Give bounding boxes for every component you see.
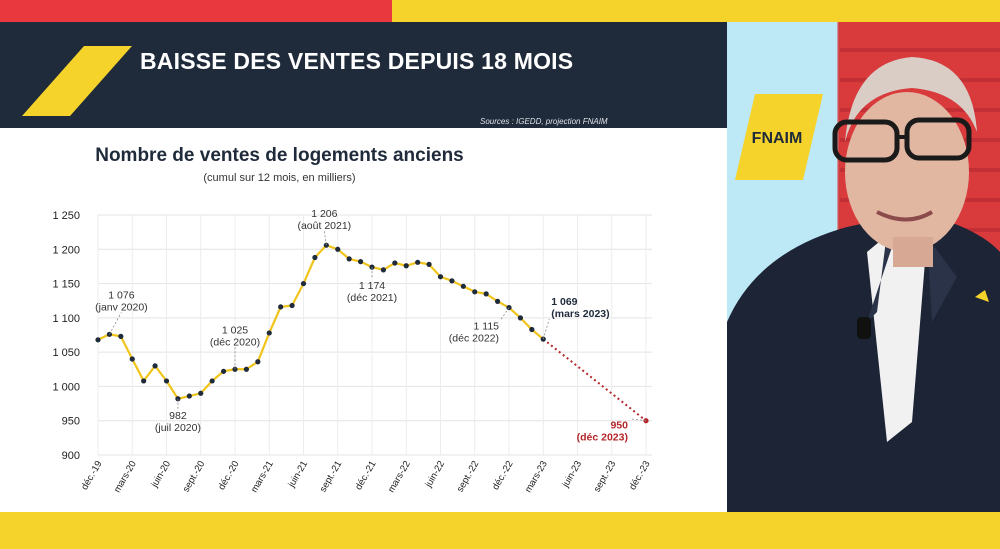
x-tick-label: juin-20 bbox=[149, 459, 173, 490]
data-point bbox=[472, 289, 478, 295]
data-point bbox=[483, 291, 489, 297]
data-point bbox=[494, 298, 501, 304]
data-point bbox=[255, 359, 261, 365]
data-point bbox=[163, 378, 170, 384]
annotation-value: 950 bbox=[610, 420, 628, 432]
x-tick-label: mars-20 bbox=[112, 459, 139, 495]
data-point bbox=[460, 283, 466, 289]
fnaim-badge-logo: FNAIM bbox=[735, 94, 823, 180]
x-tick-label: juin-22 bbox=[423, 459, 447, 490]
data-point bbox=[141, 378, 147, 384]
x-tick-label: mars-21 bbox=[249, 459, 276, 495]
x-tick-label: sept.-20 bbox=[181, 459, 208, 494]
data-point bbox=[449, 278, 455, 284]
x-tick-label: mars-22 bbox=[386, 459, 413, 495]
data-point bbox=[346, 256, 352, 262]
data-point bbox=[380, 267, 387, 273]
annotation-value: 1 206 bbox=[311, 208, 337, 220]
x-tick-label: déc.-20 bbox=[216, 459, 241, 492]
data-point bbox=[529, 326, 535, 333]
x-tick-label: sept.-23 bbox=[592, 459, 619, 494]
data-point bbox=[357, 259, 364, 265]
x-tick-label: déc.-22 bbox=[490, 459, 515, 492]
bottom-yellow-band bbox=[0, 512, 1000, 549]
data-point bbox=[312, 254, 318, 261]
data-point bbox=[437, 274, 444, 280]
annotation-value: 982 bbox=[169, 410, 187, 422]
annotation-value: 1 174 bbox=[359, 280, 385, 292]
top-color-strip bbox=[0, 0, 1000, 22]
x-tick-label: sept.-22 bbox=[455, 459, 482, 494]
y-tick-label: 950 bbox=[62, 416, 80, 428]
data-point bbox=[403, 263, 409, 269]
speaker-figure bbox=[727, 57, 1000, 512]
sales-line-chart: 900 950 1 000 1 050 1 100 1 150 1 200 1 250 déc.… bbox=[52, 208, 652, 495]
sources-note: Sources : IGEDD, projection FNAIM bbox=[480, 117, 608, 126]
y-tick-label: 1 150 bbox=[52, 279, 80, 291]
y-tick-label: 1 100 bbox=[52, 313, 80, 325]
top-red-segment bbox=[0, 0, 392, 22]
annotation-date: (mars 2023) bbox=[551, 308, 609, 320]
y-tick-label: 1 250 bbox=[52, 210, 80, 222]
y-tick-label: 900 bbox=[62, 450, 80, 462]
chart-title: Nombre de ventes de logements anciens bbox=[95, 145, 464, 166]
x-tick-label: juin-23 bbox=[560, 459, 584, 490]
annotation-date: (janv 2020) bbox=[95, 301, 148, 313]
data-point bbox=[506, 304, 512, 311]
fnaim-slash-logo-icon bbox=[22, 46, 132, 116]
x-tick-label: mars-23 bbox=[523, 459, 550, 495]
data-point bbox=[209, 378, 215, 384]
data-point bbox=[426, 261, 432, 267]
annotation-value: 1 115 bbox=[474, 321, 500, 333]
banner bbox=[0, 22, 727, 128]
data-point bbox=[266, 330, 272, 336]
annotation-date: (déc 2022) bbox=[449, 333, 499, 345]
x-tick-label: déc.-19 bbox=[79, 459, 104, 492]
fnaim-badge-text: FNAIM bbox=[752, 130, 803, 147]
annotation-date: (juil 2020) bbox=[155, 422, 201, 434]
annotation-leader bbox=[629, 418, 647, 422]
series-line-projection bbox=[542, 338, 647, 422]
data-point bbox=[129, 356, 135, 362]
series-line-actual bbox=[97, 243, 544, 401]
data-point bbox=[335, 246, 341, 252]
data-point bbox=[289, 302, 295, 309]
annotation-date: (déc 2020) bbox=[210, 336, 260, 348]
y-tick-label: 1 200 bbox=[52, 244, 80, 256]
y-tick-label: 1 050 bbox=[52, 347, 80, 359]
annotation-value: 1 025 bbox=[222, 324, 248, 336]
data-point bbox=[95, 337, 101, 343]
data-point bbox=[243, 366, 250, 372]
annotation-value: 1 076 bbox=[108, 289, 134, 301]
banner-title: BAISSE DES VENTES DEPUIS 18 MOIS bbox=[140, 48, 574, 74]
data-point bbox=[220, 368, 227, 374]
annotation-date: (déc 2023) bbox=[577, 432, 628, 444]
x-tick-label: sept.-21 bbox=[318, 459, 345, 494]
data-point bbox=[278, 304, 284, 310]
chart-panel bbox=[0, 128, 727, 512]
data-point bbox=[415, 259, 421, 265]
data-point bbox=[152, 363, 158, 369]
data-point bbox=[517, 315, 524, 321]
data-point bbox=[186, 393, 192, 399]
x-tick-label: déc.-23 bbox=[627, 459, 652, 492]
data-point bbox=[392, 260, 398, 266]
data-point bbox=[300, 280, 307, 287]
annotation-leader bbox=[500, 307, 510, 320]
x-tick-label: juin-21 bbox=[286, 459, 310, 490]
x-tick-label: déc.-21 bbox=[353, 459, 378, 492]
annotation-date: (août 2021) bbox=[297, 220, 351, 232]
data-point bbox=[118, 333, 124, 339]
annotation-leader bbox=[109, 312, 122, 335]
chart-subtitle: (cumul sur 12 mois, en milliers) bbox=[203, 172, 356, 184]
annotation-leader bbox=[542, 318, 550, 340]
data-point bbox=[198, 390, 204, 396]
y-tick-label: 1 000 bbox=[52, 381, 80, 393]
annotation-value: 1 069 bbox=[551, 296, 577, 308]
annotation-date: (déc 2021) bbox=[347, 292, 397, 304]
